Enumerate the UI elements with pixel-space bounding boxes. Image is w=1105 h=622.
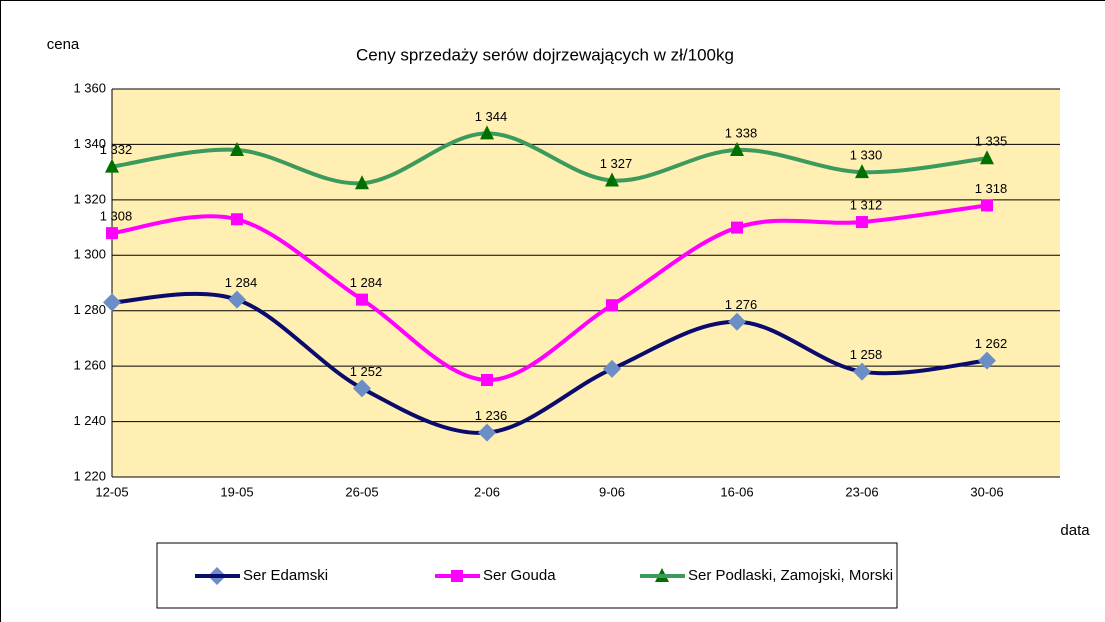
- y-tick-label: 1 280: [73, 302, 106, 317]
- data-label: 1 284: [350, 275, 383, 290]
- y-tick-label: 1 220: [73, 468, 106, 483]
- series-line: [111, 131, 988, 186]
- marker: [603, 359, 621, 378]
- data-label: 1 284: [225, 275, 258, 290]
- marker: [605, 172, 619, 187]
- marker: [231, 213, 243, 226]
- x-tick-label: 9-06: [599, 484, 625, 499]
- marker: [730, 141, 744, 156]
- y-tick-label: 1 240: [73, 413, 106, 428]
- series-line: [111, 291, 988, 435]
- marker: [856, 216, 868, 229]
- marker: [106, 227, 118, 240]
- marker: [355, 175, 369, 190]
- data-label: 1 308: [100, 209, 133, 224]
- data-label: 1 344: [475, 109, 508, 124]
- data-label: 1 335: [975, 134, 1008, 149]
- data-label: 1 236: [475, 408, 508, 423]
- y-tick-label: 1 260: [73, 358, 106, 373]
- x-axis-label: data: [1060, 522, 1090, 539]
- chart-title: Ceny sprzedaży serów dojrzewających w zł…: [356, 45, 734, 64]
- marker: [103, 293, 121, 312]
- data-label: 1 318: [975, 181, 1008, 196]
- marker: [981, 199, 993, 212]
- data-label: 1 258: [850, 347, 883, 362]
- data-label: 1 330: [850, 148, 883, 163]
- legend-label: Ser Gouda: [483, 567, 556, 584]
- y-tick-label: 1 300: [73, 247, 106, 262]
- data-label: 1 332: [100, 142, 133, 157]
- legend-label: Ser Edamski: [243, 567, 328, 584]
- y-tick-label: 1 340: [73, 136, 106, 151]
- marker: [606, 299, 618, 312]
- marker: [353, 379, 371, 398]
- data-label: 1 338: [725, 125, 758, 140]
- data-label: 1 312: [850, 197, 883, 212]
- data-label: 1 262: [975, 336, 1008, 351]
- x-tick-label: 16-06: [720, 484, 753, 499]
- marker: [228, 290, 246, 309]
- marker: [853, 362, 871, 381]
- y-tick-label: 1 320: [73, 191, 106, 206]
- marker: [855, 164, 869, 179]
- y-axis-label: cena: [47, 36, 80, 53]
- x-tick-label: 19-05: [220, 484, 253, 499]
- plot-area: [112, 89, 1060, 477]
- legend-label: Ser Podlaski, Zamojski, Morski: [688, 567, 893, 584]
- data-label: 1 327: [600, 156, 633, 171]
- x-tick-label: 26-05: [345, 484, 378, 499]
- x-tick-label: 2-06: [474, 484, 500, 499]
- marker: [478, 423, 496, 442]
- data-label: 1 252: [350, 364, 383, 379]
- x-tick-label: 30-06: [970, 484, 1003, 499]
- series-line: [111, 203, 988, 383]
- marker: [356, 293, 368, 306]
- x-tick-label: 12-05: [95, 484, 128, 499]
- marker: [481, 374, 493, 386]
- marker: [731, 221, 743, 234]
- data-label: 1 276: [725, 297, 758, 312]
- marker: [230, 141, 244, 156]
- y-tick-label: 1 360: [73, 80, 106, 95]
- marker: [105, 158, 119, 173]
- legend: [156, 542, 898, 609]
- x-tick-label: 23-06: [845, 484, 878, 499]
- marker: [728, 312, 746, 331]
- marker: [480, 125, 494, 140]
- marker: [978, 351, 996, 370]
- marker: [980, 150, 994, 165]
